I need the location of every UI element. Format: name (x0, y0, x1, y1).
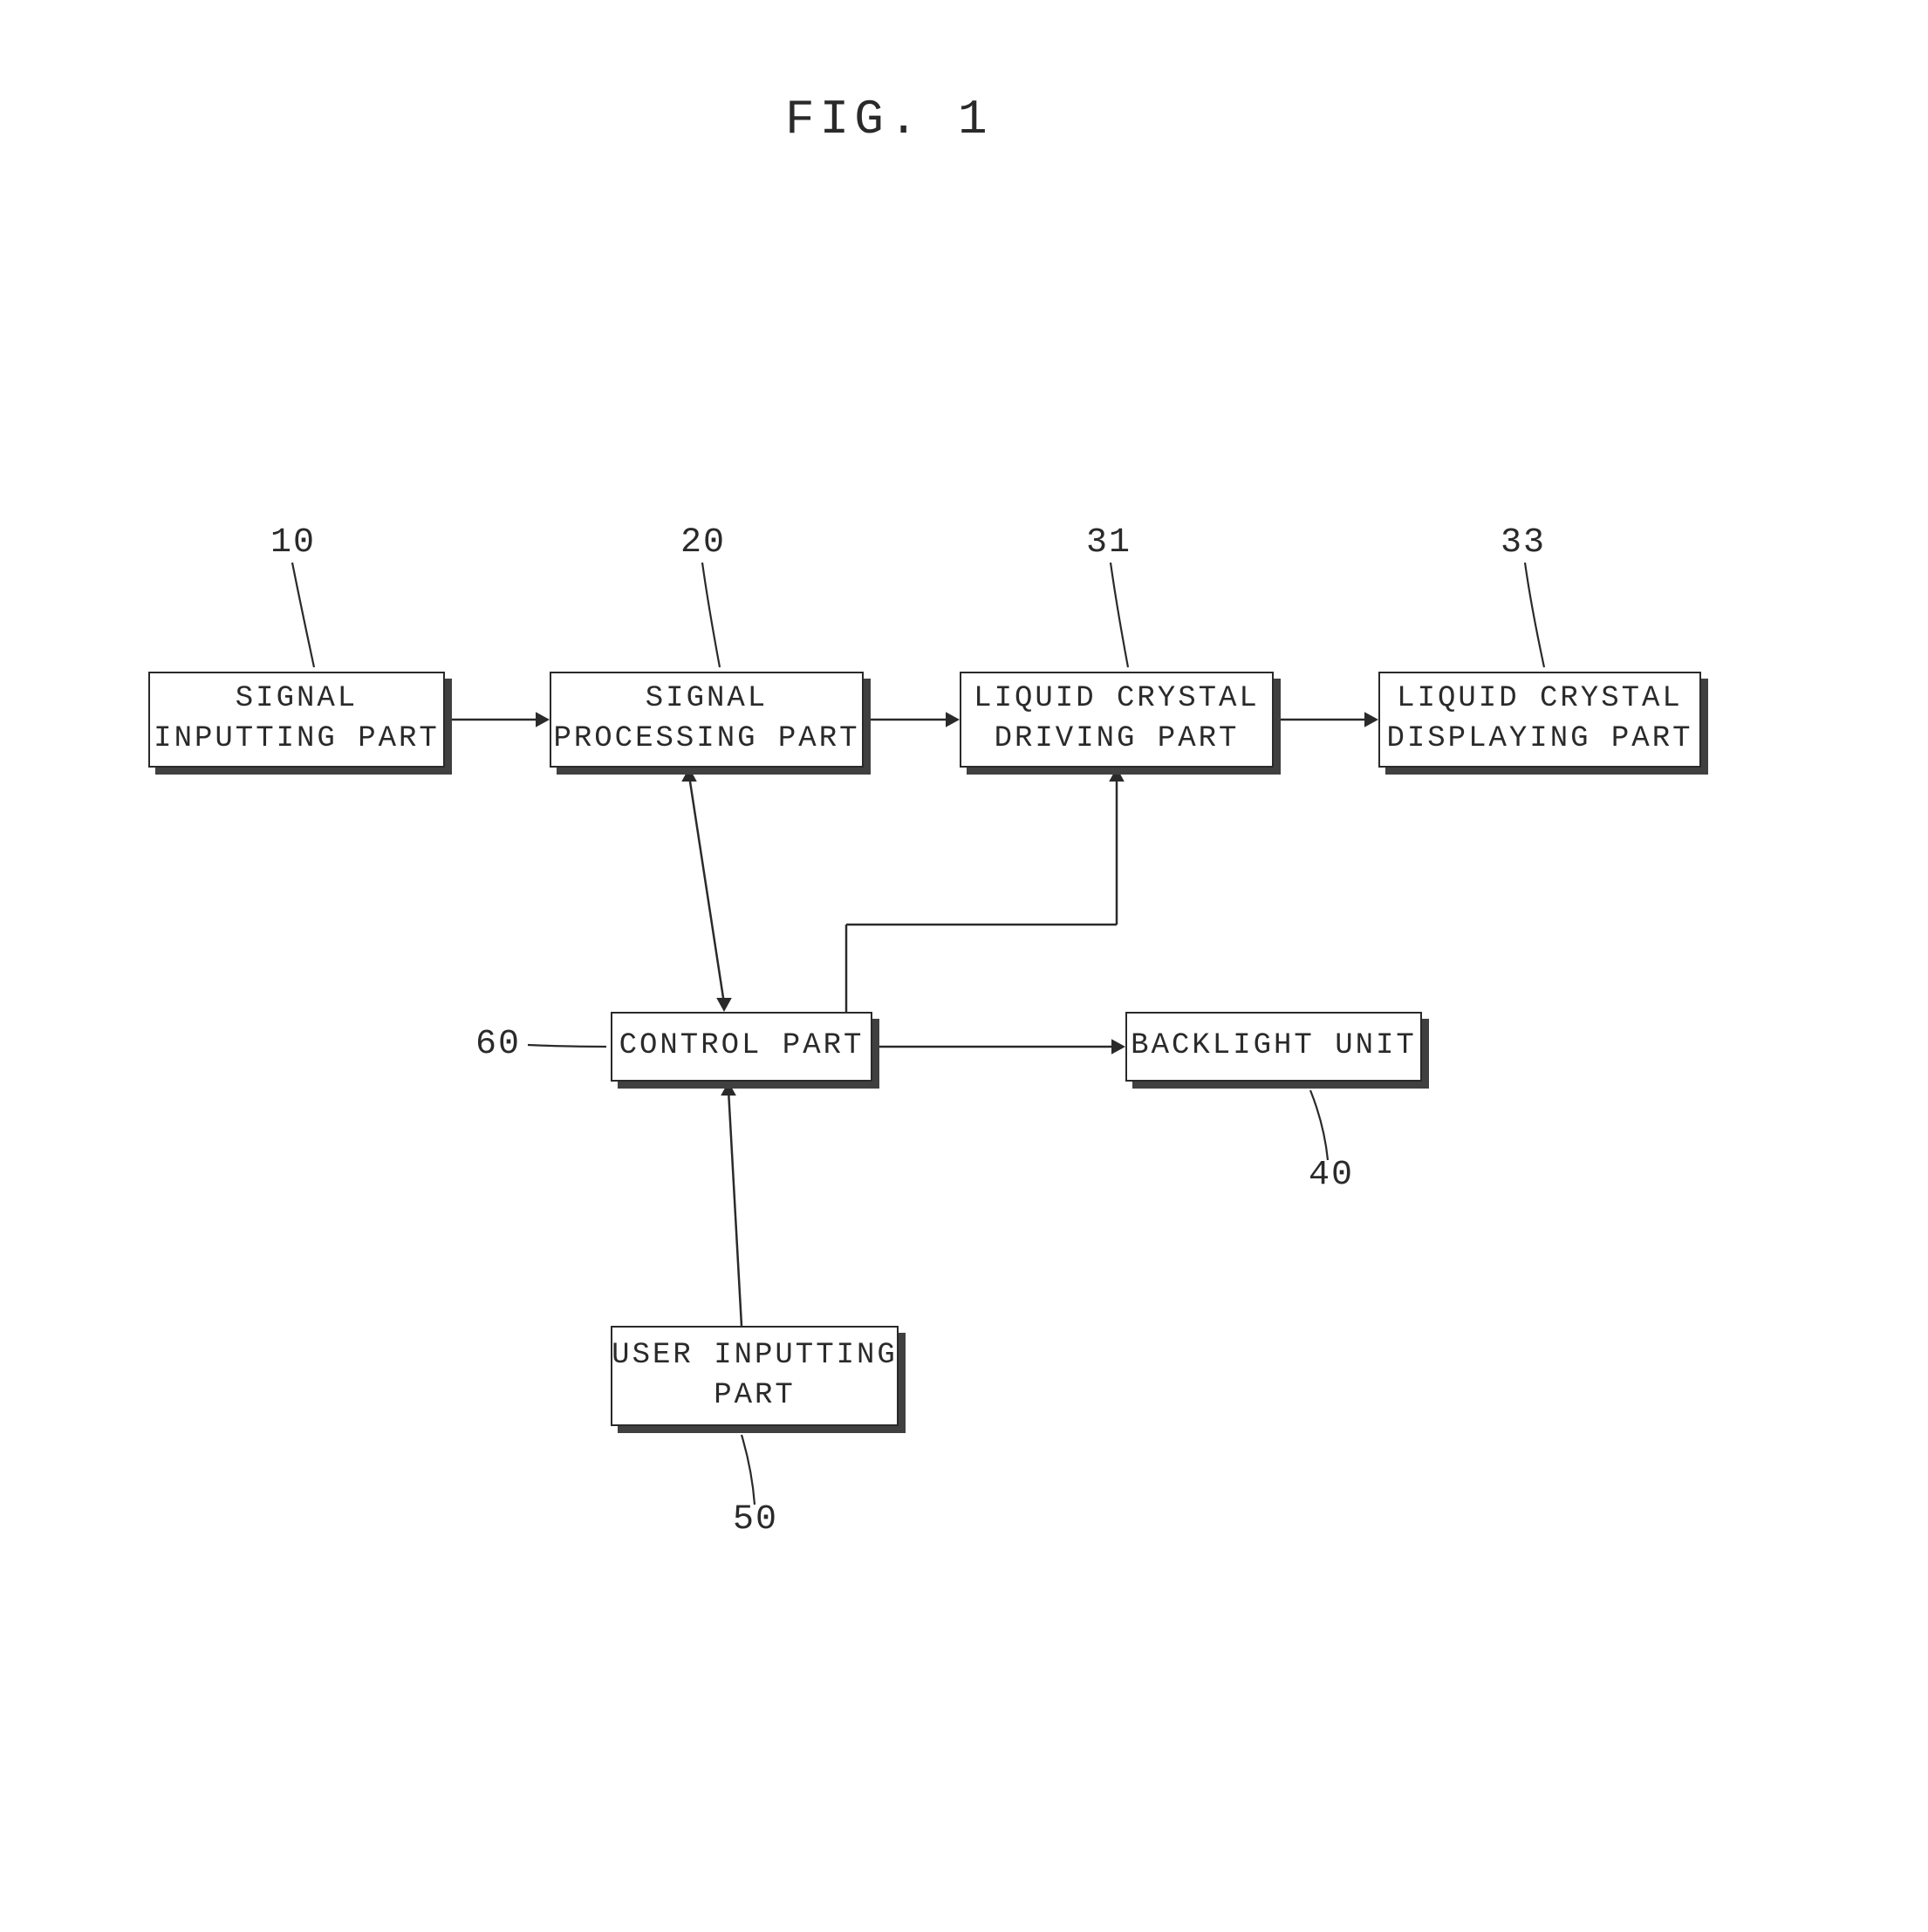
node-box: LIQUID CRYSTAL DRIVING PART (960, 672, 1274, 768)
node-n31: LIQUID CRYSTAL DRIVING PART (960, 672, 1274, 768)
leader-lines-layer (0, 0, 1928, 1932)
node-box: CONTROL PART (611, 1012, 872, 1082)
node-n50: USER INPUTTING PART (611, 1326, 899, 1426)
ref-label-n33: 33 (1501, 523, 1546, 563)
ref-label-n31: 31 (1086, 523, 1132, 563)
ref-label-n60: 60 (475, 1025, 521, 1064)
node-n33: LIQUID CRYSTAL DISPLAYING PART (1378, 672, 1701, 768)
node-box: BACKLIGHT UNIT (1125, 1012, 1422, 1082)
leader-n60 (528, 1045, 606, 1047)
leader-n10 (292, 563, 314, 667)
leader-n20 (702, 563, 720, 667)
node-box: USER INPUTTING PART (611, 1326, 899, 1426)
leader-n40 (1310, 1090, 1328, 1160)
ref-label-n50: 50 (733, 1500, 778, 1539)
node-n10: SIGNAL INPUTTING PART (148, 672, 445, 768)
node-box: LIQUID CRYSTAL DISPLAYING PART (1378, 672, 1701, 768)
node-n20: SIGNAL PROCESSING PART (550, 672, 864, 768)
node-box: SIGNAL INPUTTING PART (148, 672, 445, 768)
ref-label-n10: 10 (270, 523, 316, 563)
node-box: SIGNAL PROCESSING PART (550, 672, 864, 768)
leader-n33 (1525, 563, 1544, 667)
ref-label-n40: 40 (1309, 1156, 1354, 1195)
leader-n50 (742, 1435, 755, 1505)
node-n40: BACKLIGHT UNIT (1125, 1012, 1422, 1082)
leader-n31 (1111, 563, 1128, 667)
ref-label-n20: 20 (680, 523, 726, 563)
node-n60: CONTROL PART (611, 1012, 872, 1082)
figure-canvas: FIG. 1 SIGNAL INPUTTING PART10SIGNAL PRO… (0, 0, 1928, 1932)
